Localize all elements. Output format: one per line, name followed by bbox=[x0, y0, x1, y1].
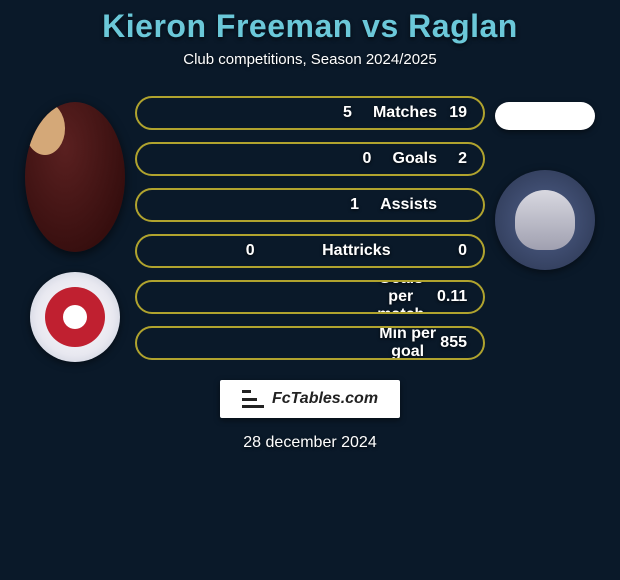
stat-value-right: 0 bbox=[437, 242, 467, 260]
stat-value-right: 2 bbox=[437, 150, 467, 168]
stat-label: Min per goal bbox=[378, 326, 437, 360]
stat-label: Hattricks bbox=[322, 242, 390, 260]
stat-value-right: 855 bbox=[437, 334, 467, 352]
left-club-badge bbox=[30, 272, 120, 362]
stat-label: Goals bbox=[393, 150, 437, 168]
stat-bar-min-per-goal: Min per goal855 bbox=[135, 326, 485, 360]
chart-icon bbox=[242, 390, 264, 408]
stat-label: Matches bbox=[373, 104, 437, 122]
page-title: Kieron Freeman vs Raglan bbox=[102, 8, 518, 45]
right-club-badge bbox=[495, 170, 595, 270]
left-player-avatar bbox=[25, 102, 125, 252]
stat-bar-goals: 0Goals2 bbox=[135, 142, 485, 176]
stat-bar-matches: 5Matches19 bbox=[135, 96, 485, 130]
stat-value-left: 0 bbox=[246, 242, 276, 260]
stat-bar-goals-per-match: Goals per match0.11 bbox=[135, 280, 485, 314]
date-text: 28 december 2024 bbox=[243, 434, 376, 452]
stat-value-left: 5 bbox=[343, 104, 373, 122]
stat-label: Assists bbox=[380, 196, 437, 214]
stats-bars: 5Matches190Goals21Assists0Hattricks0Goal… bbox=[135, 96, 485, 360]
stat-bar-hattricks: 0 Hattricks 0 bbox=[135, 234, 485, 268]
stat-value-right: 19 bbox=[437, 104, 467, 122]
right-player-column: Raglan Oldham Athletic bbox=[485, 96, 605, 270]
right-player-pill bbox=[495, 102, 595, 130]
stat-bar-assists: 1Assists bbox=[135, 188, 485, 222]
comparison-row: Kieron Freeman Hartlepool United FC 5Mat… bbox=[0, 96, 620, 362]
stat-label: Goals per match bbox=[365, 280, 437, 314]
stat-value-left: 0 bbox=[363, 150, 393, 168]
stat-value-left: 1 bbox=[350, 196, 380, 214]
subtitle: Club competitions, Season 2024/2025 bbox=[183, 51, 437, 68]
left-player-column: Kieron Freeman Hartlepool United FC bbox=[15, 96, 135, 362]
credit-badge: FcTables.com bbox=[220, 380, 400, 418]
stat-value-right: 0.11 bbox=[437, 288, 467, 306]
credit-text: FcTables.com bbox=[272, 390, 378, 408]
